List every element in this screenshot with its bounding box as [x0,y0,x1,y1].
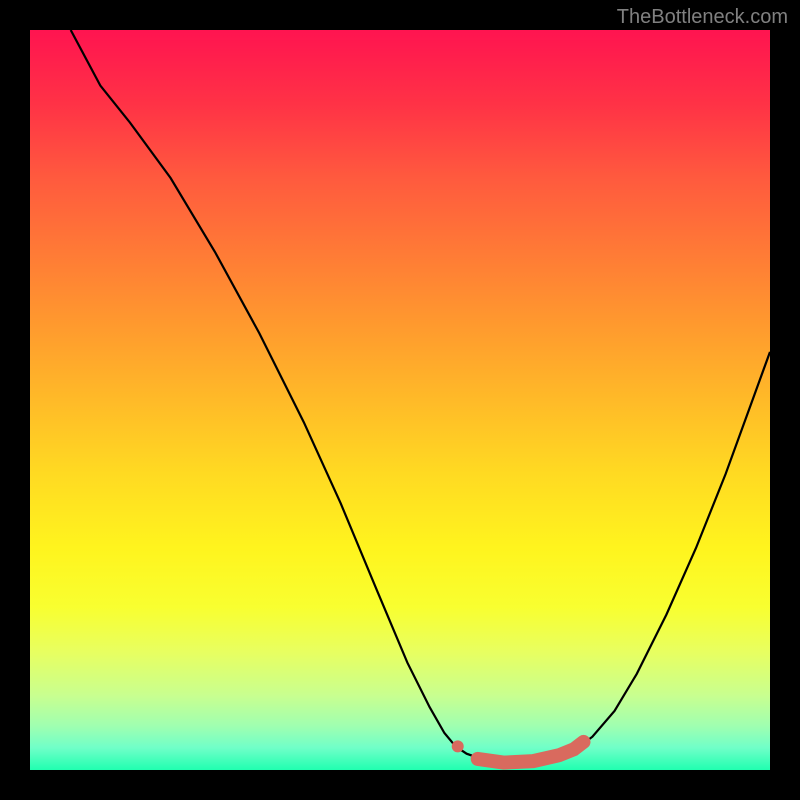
watermark-text: TheBottleneck.com [617,6,788,29]
curve-layer [30,30,770,770]
marker-segment [478,742,584,763]
curve-path [71,30,770,763]
marker-dot [452,740,464,752]
plot-area [30,30,770,770]
